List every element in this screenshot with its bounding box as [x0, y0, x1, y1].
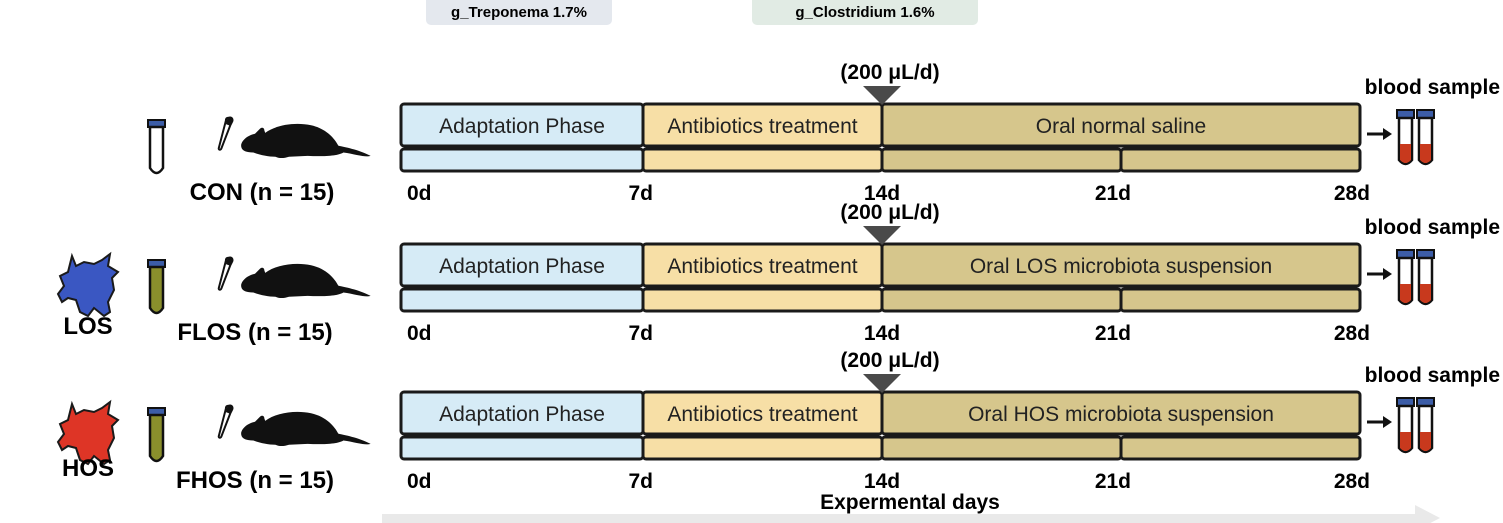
- mouse-icon: [241, 263, 371, 298]
- day-label: 28d: [1334, 322, 1370, 345]
- tube-body: [148, 413, 165, 463]
- right-arrow-head-icon: [1383, 128, 1392, 140]
- group-label: FHOS (n = 15): [176, 467, 334, 494]
- group-row-fhos: Adaptation Phase Antibiotics treatment Ora…: [57, 349, 1500, 494]
- right-arrow-head-icon: [1383, 416, 1392, 428]
- blood-tube-icon: [1396, 249, 1415, 306]
- week-segment: [641, 287, 884, 313]
- group-label: CON (n = 15): [190, 179, 335, 206]
- test-tube-icon: [147, 259, 166, 315]
- top-tag-box: [426, 0, 612, 25]
- day-label: 21d: [1095, 182, 1131, 205]
- day-label: 21d: [1095, 470, 1131, 493]
- dose-marker-icon: [863, 374, 901, 393]
- phase-label: Antibiotics treatment: [667, 115, 857, 138]
- top-tag-label: g_Treponema 1.7%: [451, 4, 587, 21]
- day-label: 28d: [1334, 182, 1370, 205]
- day-label: 7d: [628, 182, 653, 205]
- days-axis-arrow: [382, 505, 1440, 523]
- tube-blood: [1420, 144, 1431, 163]
- week-segment: [880, 147, 1123, 173]
- top-tags: g_Treponema 1.7% g_Clostridium 1.6%: [426, 0, 978, 25]
- week-segment: [1119, 287, 1362, 313]
- day-label: 0d: [407, 322, 432, 345]
- blood-tube-icon: [1416, 397, 1435, 454]
- day-label: 7d: [628, 322, 653, 345]
- week-segment: [880, 287, 1123, 313]
- blood-tube-icon: [1396, 397, 1415, 454]
- week-segment: [399, 147, 645, 173]
- group-row-flos: Adaptation Phase Antibiotics treatment Ora…: [57, 201, 1500, 346]
- x-axis-label: Expermental days: [820, 491, 1000, 514]
- tube-body: [148, 265, 165, 315]
- top-tag-label: g_Clostridium 1.6%: [795, 4, 934, 21]
- day-label: 14d: [864, 470, 900, 493]
- group-label: FLOS (n = 15): [177, 319, 332, 346]
- phase-label: Adaptation Phase: [439, 255, 605, 278]
- day-label: 7d: [628, 470, 653, 493]
- day-label: 14d: [864, 322, 900, 345]
- blood-tube-icon: [1416, 109, 1435, 166]
- blood-sample-label: blood sample: [1365, 76, 1500, 99]
- week-segment: [880, 435, 1123, 461]
- source-label: HOS: [62, 455, 114, 482]
- phase-label: Antibiotics treatment: [667, 255, 857, 278]
- blood-tube-icon: [1396, 109, 1415, 166]
- pipette-icon: [217, 116, 234, 151]
- phase-label: Oral HOS microbiota suspension: [968, 403, 1274, 426]
- day-label: 28d: [1334, 470, 1370, 493]
- phase-label: Oral normal saline: [1036, 115, 1206, 138]
- phase-label: Antibiotics treatment: [667, 403, 857, 426]
- pipette-icon: [217, 404, 234, 439]
- dose-label: (200 μL/d): [840, 201, 939, 224]
- tube-blood: [1400, 144, 1411, 163]
- day-label: 0d: [407, 182, 432, 205]
- group-rows: Adaptation Phase Antibiotics treatment Ora…: [57, 61, 1500, 494]
- top-tag-box: [752, 0, 978, 25]
- phase-label: Oral LOS microbiota suspension: [970, 255, 1272, 278]
- phase-bar: [880, 390, 1362, 436]
- week-segment: [641, 435, 884, 461]
- dose-marker-icon: [863, 86, 901, 105]
- dose-label: (200 μL/d): [840, 349, 939, 372]
- days-axis: Expermental days: [382, 491, 1440, 523]
- tube-blood: [1420, 284, 1431, 303]
- phase-bar: [880, 242, 1362, 288]
- mouse-icon: [241, 411, 371, 446]
- blood-sample-label: blood sample: [1365, 364, 1500, 387]
- day-label: 14d: [864, 182, 900, 205]
- blood-tube-icon: [1416, 249, 1435, 306]
- blood-sample-label: blood sample: [1365, 216, 1500, 239]
- right-arrow-head-icon: [1383, 268, 1392, 280]
- tube-body: [148, 125, 165, 175]
- tube-blood: [1400, 432, 1411, 451]
- phase-label: Adaptation Phase: [439, 403, 605, 426]
- week-segment: [1119, 435, 1362, 461]
- los-cow-icon: [57, 253, 119, 317]
- group-row-con: Adaptation Phase Antibiotics treatment Ora…: [147, 61, 1500, 206]
- week-segment: [641, 147, 884, 173]
- week-segment: [399, 287, 645, 313]
- phase-bar: [880, 102, 1362, 148]
- dose-label: (200 μL/d): [840, 61, 939, 84]
- tube-blood: [1420, 432, 1431, 451]
- test-tube-icon: [147, 119, 166, 175]
- week-segment: [1119, 147, 1362, 173]
- dose-marker-icon: [863, 226, 901, 245]
- mouse-icon: [241, 123, 371, 158]
- pipette-icon: [217, 256, 234, 291]
- test-tube-icon: [147, 407, 166, 463]
- week-segment: [399, 435, 645, 461]
- source-label: LOS: [63, 313, 112, 340]
- phase-label: Adaptation Phase: [439, 115, 605, 138]
- tube-blood: [1400, 284, 1411, 303]
- day-label: 21d: [1095, 322, 1131, 345]
- day-label: 0d: [407, 470, 432, 493]
